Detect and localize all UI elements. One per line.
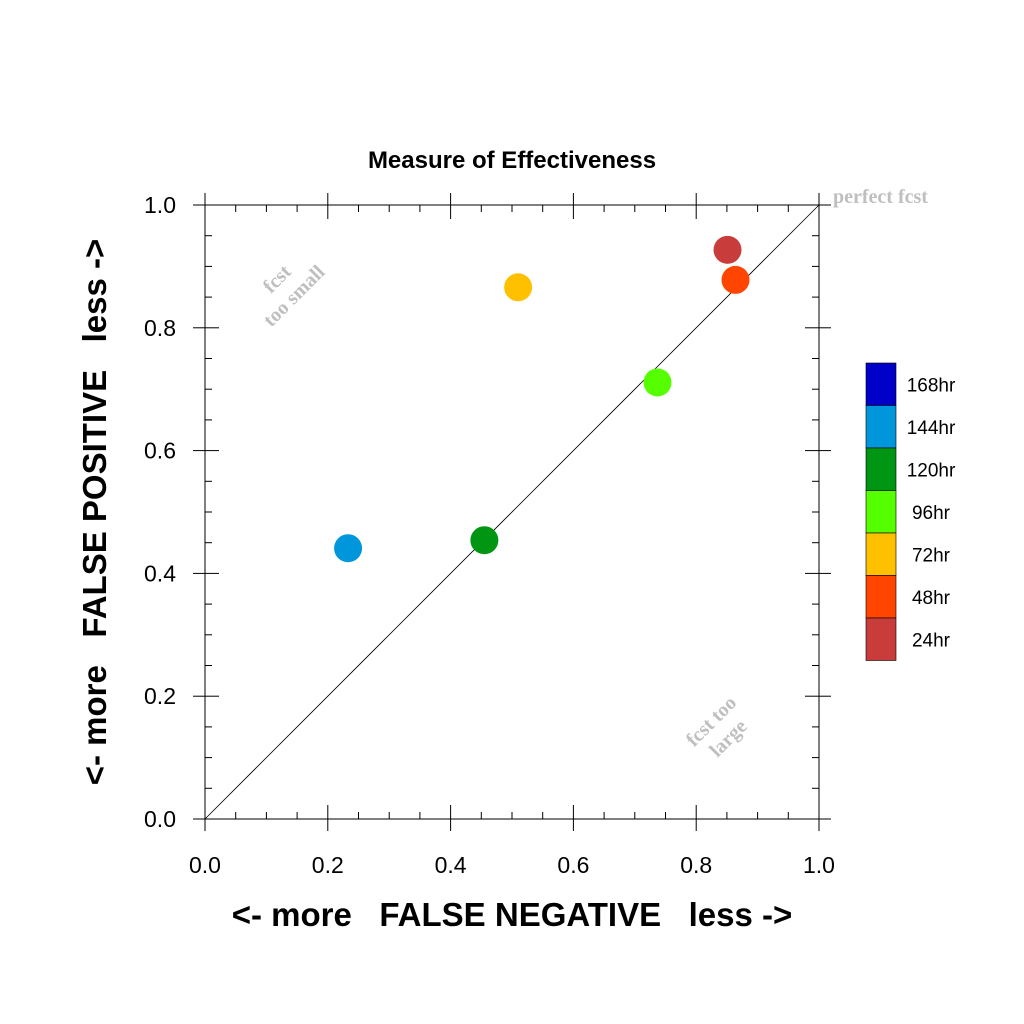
point-96hr <box>643 368 672 397</box>
perfect-forecast-line <box>204 204 820 820</box>
y-tick-labels: 0.0 0.2 0.4 0.6 0.8 1.0 <box>144 192 176 832</box>
point-48hr <box>721 265 750 294</box>
legend-swatch-144hr <box>865 405 897 449</box>
perfect-forecast-annotation: perfect fcst <box>833 186 928 208</box>
legend-swatch-72hr <box>865 532 897 576</box>
legend-swatch-168hr <box>865 362 897 406</box>
ticks <box>193 193 831 831</box>
point-72hr <box>504 273 533 302</box>
x-tick-label: 0.6 <box>557 852 589 878</box>
legend-label-144hr: 144hr <box>907 418 956 439</box>
legend-label-120hr: 120hr <box>907 460 956 481</box>
point-120hr <box>470 526 499 555</box>
point-24hr <box>713 235 742 264</box>
legend-swatch-48hr <box>865 575 897 619</box>
y-tick-label: 0.0 <box>144 806 176 832</box>
x-tick-label: 0.8 <box>680 852 712 878</box>
point-144hr <box>334 534 363 563</box>
x-tick-labels: 0.0 0.2 0.4 0.6 0.8 1.0 <box>189 852 835 878</box>
legend-label-168hr: 168hr <box>907 375 956 396</box>
legend-label-24hr: 24hr <box>912 630 951 651</box>
x-tick-label: 1.0 <box>803 852 835 878</box>
legend-swatch-120hr <box>865 447 897 491</box>
y-axis-label: <- more FALSE POSITIVE less -> <box>76 239 113 786</box>
legend-swatch-24hr <box>865 617 897 661</box>
legend-label-72hr: 72hr <box>912 545 951 566</box>
y-tick-label: 0.2 <box>144 683 176 709</box>
legend-swatch-96hr <box>865 490 897 534</box>
legend: 168hr 144hr 120hr 96hr 72hr 48hr 24hr <box>865 362 956 661</box>
x-tick-label: 0.2 <box>312 852 344 878</box>
x-axis-label: <- more FALSE NEGATIVE less -> <box>232 896 793 933</box>
chart-title: Measure of Effectiveness <box>368 147 656 174</box>
x-tick-label: 0.4 <box>435 852 467 878</box>
too-small-annotation: fcst too small <box>259 261 330 332</box>
y-tick-label: 1.0 <box>144 192 176 218</box>
plot-area: 0.0 0.2 0.4 0.6 0.8 1.0 0.0 0.2 0.4 0.6 0.8 1.0 <box>144 192 835 878</box>
x-tick-label: 0.0 <box>189 852 221 878</box>
legend-label-48hr: 48hr <box>912 588 951 609</box>
y-tick-label: 0.8 <box>144 315 176 341</box>
y-tick-label: 0.4 <box>144 560 176 586</box>
legend-label-96hr: 96hr <box>912 503 951 524</box>
y-tick-label: 0.6 <box>144 438 176 464</box>
data-points <box>334 235 750 563</box>
too-large-annotation: fcst too large <box>682 692 752 762</box>
